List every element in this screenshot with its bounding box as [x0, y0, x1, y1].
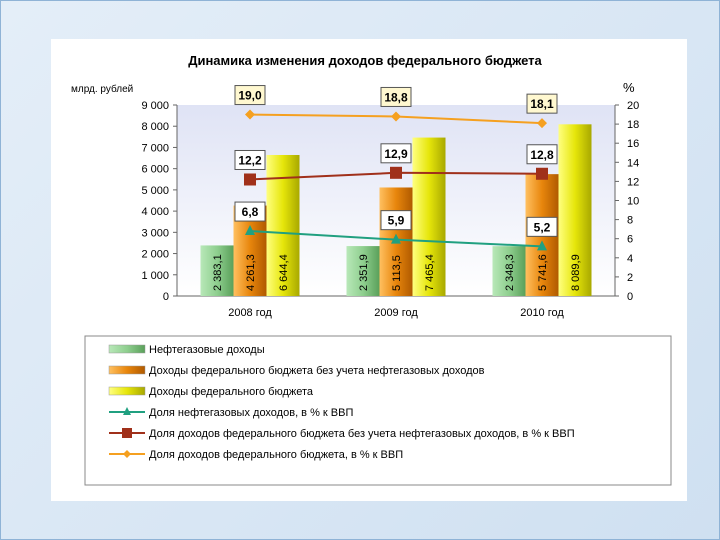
x-tick-label: 2009 год	[374, 307, 418, 319]
y-tick-label: 9 000	[141, 100, 169, 112]
bar-value-label: 8 089,9	[570, 254, 582, 291]
y-tick-label: 5 000	[141, 185, 169, 197]
line-value-box	[380, 86, 412, 107]
line-value-label: 12,2	[238, 153, 262, 167]
y2-tick-label: 18	[627, 119, 639, 131]
line-value-label: 5,2	[534, 220, 551, 234]
line-value-box	[526, 93, 558, 114]
bar-value-label: 2 348,3	[504, 254, 516, 291]
bars-group: 2 383,1 2 351,9 2 348,3 4 261,3 5 113,5 5 741…	[200, 124, 592, 296]
line-point-marker	[391, 111, 401, 122]
x-tick-label: 2008 год	[228, 307, 272, 319]
line-value-box	[526, 216, 558, 237]
chart-panel: Динамика изменения доходов федерального …	[51, 39, 687, 501]
legend-marker	[122, 428, 132, 438]
line-point-marker	[244, 173, 256, 186]
line-point-marker	[245, 225, 255, 236]
line-value-label: 12,9	[384, 147, 408, 161]
y2-tick-label: 12	[627, 176, 639, 188]
legend-marker	[123, 407, 131, 415]
line-value-box	[234, 149, 266, 170]
line-point-marker	[245, 109, 255, 120]
line-point-marker	[537, 118, 547, 129]
y-tick-label: 8 000	[141, 121, 169, 133]
y-tick-label: 4 000	[141, 206, 169, 218]
y2-tick-label: 6	[627, 234, 633, 246]
line-point-marker	[537, 240, 547, 251]
y2-tick-label: 16	[627, 138, 639, 150]
line-value-label: 5,9	[388, 214, 405, 228]
legend-swatch	[108, 344, 146, 354]
bar-value-label: 2 351,9	[358, 254, 370, 291]
y-tick-label: 2 000	[141, 249, 169, 261]
line-value-box	[526, 144, 558, 165]
y-tick-label: 6 000	[141, 164, 169, 176]
legend-box	[84, 335, 672, 486]
bar	[558, 124, 592, 296]
legend-label: Доля доходов федерального бюджета без уч…	[149, 428, 575, 440]
bar-value-label: 2 383,1	[212, 254, 224, 291]
y-axis-label: млрд. рублей	[71, 83, 133, 95]
legend-marker	[123, 450, 131, 458]
line-value-label: 18,8	[384, 90, 408, 104]
y2-tick-label: 4	[627, 253, 633, 265]
x-axis-labels: 2008 год 2009 год 2010 год	[228, 307, 564, 319]
bar	[200, 245, 234, 296]
y-tick-label: 7 000	[141, 142, 169, 154]
y2-tick-label: 10	[627, 196, 639, 208]
y2-axis-label: %	[623, 80, 635, 95]
bar	[492, 246, 526, 296]
legend: Нефтегазовые доходы Доходы федерального б…	[108, 344, 575, 461]
bar-value-label: 4 261,3	[245, 254, 257, 291]
line-value-box	[380, 143, 412, 164]
line-value-box	[234, 85, 266, 106]
bar	[412, 137, 446, 296]
bar-value-label: 5 741,6	[537, 254, 549, 291]
legend-label: Нефтегазовые доходы	[149, 344, 265, 356]
x-tick-label: 2010 год	[520, 307, 564, 319]
line-value-box	[380, 210, 412, 231]
y2-tick-label: 2	[627, 272, 633, 284]
line-point-marker	[536, 167, 548, 180]
legend-swatch	[108, 386, 146, 396]
y-tick-label: 3 000	[141, 227, 169, 239]
bar	[346, 246, 380, 296]
y2-tick-label: 0	[627, 291, 633, 303]
legend-label: Доля доходов федерального бюджета, в % к…	[149, 449, 403, 461]
legend-label: Доходы федерального бюджета без учета не…	[149, 365, 485, 377]
legend-label: Доходы федерального бюджета	[149, 386, 314, 398]
y2-tick-label: 8	[627, 215, 633, 227]
line-point-marker	[391, 233, 401, 244]
line-point-marker	[390, 166, 402, 179]
legend-label: Доля нефтегазовых доходов, в % к ВВП	[149, 407, 353, 419]
bar-value-label: 5 113,5	[391, 255, 403, 291]
line-value-box	[234, 201, 266, 222]
line-value-label: 19,0	[238, 89, 262, 103]
lines-group: 6,8 5,9 5,2 12,2 12,9 12,8 19,0 18,8 18,1	[234, 85, 558, 251]
line-value-label: 12,8	[530, 148, 554, 162]
bar-value-label: 6 644,4	[278, 254, 290, 291]
revenue-chart: Динамика изменения доходов федерального …	[71, 53, 672, 486]
legend-swatch	[108, 365, 146, 375]
line-value-label: 6,8	[242, 205, 259, 219]
chart-title: Динамика изменения доходов федерального …	[188, 53, 542, 68]
line-value-label: 18,1	[530, 97, 554, 111]
y2-tick-label: 20	[627, 100, 639, 112]
y-tick-label: 1 000	[141, 270, 169, 282]
bar-value-label: 7 465,4	[424, 254, 436, 291]
y2-tick-label: 14	[627, 157, 639, 169]
y-tick-label: 0	[163, 291, 169, 303]
